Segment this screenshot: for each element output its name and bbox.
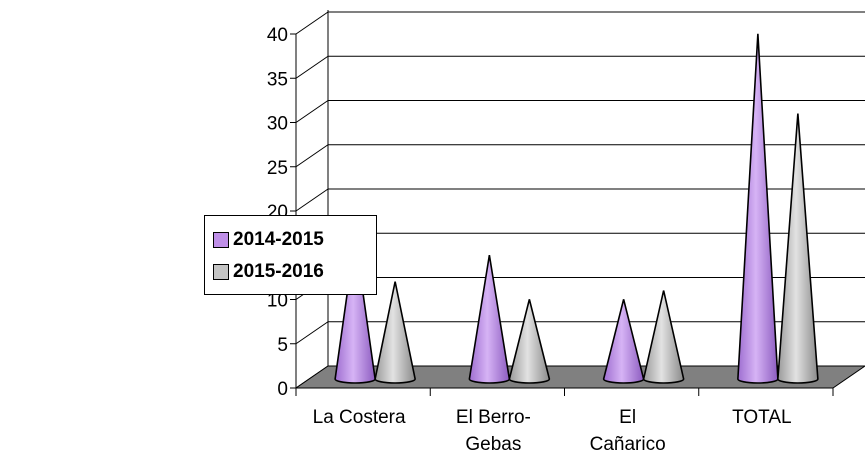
x-category-label: La Costera xyxy=(313,407,406,428)
cone-1-2 xyxy=(468,254,511,384)
side-wall-line xyxy=(295,100,329,123)
x-category-label: TOTAL xyxy=(732,407,791,428)
legend-item-series-2: 2015-2016 xyxy=(213,260,324,284)
x-category-label: El xyxy=(619,407,636,428)
cone-body xyxy=(602,299,645,384)
cone-body xyxy=(508,299,551,384)
cone-body xyxy=(374,281,416,384)
side-wall-line xyxy=(295,321,329,345)
cone-2-3 xyxy=(642,290,685,384)
cone-body xyxy=(777,113,819,384)
legend-label-series-2: 2015-2016 xyxy=(233,261,324,282)
legend: 2014-2015 2015-2016 xyxy=(204,215,377,295)
y-tick-label: 40 xyxy=(267,25,288,46)
side-wall-line xyxy=(295,188,329,212)
cone-2-1 xyxy=(374,281,416,384)
x-category-label: Cañarico xyxy=(590,434,666,455)
cone-body xyxy=(737,33,779,384)
y-tick-label: 30 xyxy=(267,114,288,135)
y-tick-label: 25 xyxy=(267,158,288,179)
y-tick-label: 35 xyxy=(267,69,288,90)
y-tick-label: 10 xyxy=(267,291,288,312)
floor xyxy=(294,365,865,389)
x-category-label: Gebas xyxy=(465,434,521,455)
side-wall-line xyxy=(295,144,329,168)
y-tick-label: 5 xyxy=(277,335,288,356)
cone-body xyxy=(468,254,511,384)
x-category-label: El Berro- xyxy=(456,407,531,428)
legend-label-series-1: 2014-2015 xyxy=(233,229,324,250)
cone-1-3 xyxy=(602,299,645,384)
cone-1-4 xyxy=(737,33,779,384)
legend-item-series-1: 2014-2015 xyxy=(213,228,324,252)
side-wall-line xyxy=(295,55,329,79)
legend-swatch-series-2 xyxy=(213,264,229,280)
cone-2-2 xyxy=(508,299,551,384)
cone-body xyxy=(642,290,685,384)
legend-swatch-series-1 xyxy=(213,232,229,248)
cone-2-4 xyxy=(777,113,819,384)
y-tick-label: 0 xyxy=(277,379,288,400)
side-wall-line xyxy=(295,11,329,35)
